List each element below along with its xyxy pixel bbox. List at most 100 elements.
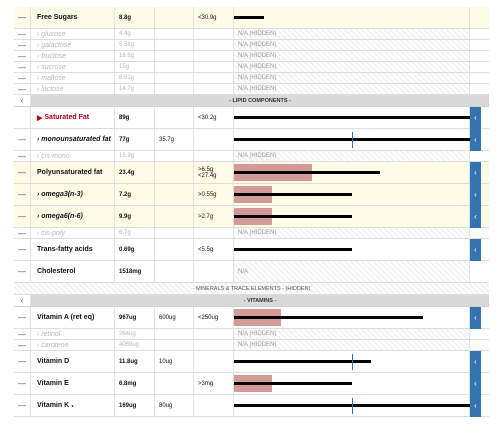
detail-button-cell bbox=[470, 340, 481, 350]
progress-cell: N/A (HIDDEN) bbox=[234, 228, 470, 238]
detail-button-cell: ‹ bbox=[470, 394, 481, 417]
detail-button[interactable]: ‹ bbox=[470, 350, 481, 373]
section-header: ‹ - LIPID COMPONENTS - bbox=[14, 95, 489, 107]
rda-value bbox=[155, 73, 194, 83]
progress-cell bbox=[234, 162, 470, 183]
nutrient-row: — Vitamin D 11.8ug 10ug ‹ bbox=[14, 350, 489, 373]
nutrient-row: — Vitamin A (ret eq) 967ug 600ug <250ug ‹ bbox=[14, 306, 489, 329]
detail-button[interactable]: ‹ bbox=[470, 394, 481, 417]
collapse-toggle-icon[interactable]: — bbox=[14, 329, 31, 339]
collapse-toggle-icon[interactable]: — bbox=[14, 129, 31, 150]
rda-value bbox=[155, 62, 194, 72]
limit-value: <30.9g bbox=[194, 7, 234, 28]
nutrient-name: › lactose bbox=[31, 84, 115, 94]
collapse-toggle-icon[interactable]: — bbox=[14, 62, 31, 72]
detail-button[interactable]: ‹ bbox=[470, 106, 481, 129]
amount-bar bbox=[234, 248, 352, 251]
collapse-toggle-icon[interactable]: — bbox=[14, 340, 31, 350]
amount-value: 23.4g bbox=[115, 162, 155, 183]
nutrient-table: — Free Sugars 8.8g <30.9g — › glucose 4.4g N/A … bbox=[14, 7, 489, 425]
limit-value bbox=[194, 228, 234, 238]
nutrient-name: Vitamin A (ret eq) bbox=[31, 307, 115, 328]
na-text: N/A (HIDDEN) bbox=[238, 75, 277, 81]
nutrient-name: Cholesterol bbox=[31, 261, 115, 282]
limit-value: >0.55g bbox=[194, 184, 234, 205]
nutrient-name-label: › lactose bbox=[37, 85, 64, 93]
detail-button-cell: ‹ bbox=[470, 306, 481, 329]
nutrient-name-label: › fructose bbox=[37, 52, 67, 60]
amount-bar bbox=[234, 215, 352, 218]
detail-button-cell bbox=[470, 40, 481, 50]
collapse-toggle-icon[interactable] bbox=[14, 107, 31, 128]
nutrient-name: ▶ Saturated Fat bbox=[31, 107, 115, 128]
nutrient-name: › sucrose bbox=[31, 62, 115, 72]
nutrient-name-label: › omega3(n-3) bbox=[37, 191, 83, 198]
amount-value: 6.7g bbox=[115, 228, 155, 238]
detail-button-cell: ‹ bbox=[470, 205, 481, 228]
rda-value bbox=[155, 206, 194, 227]
limit-value bbox=[194, 351, 234, 372]
nutrient-row: — › fructose 16.6g N/A (HIDDEN) bbox=[14, 51, 489, 62]
rda-value bbox=[155, 151, 194, 161]
collapse-toggle-icon[interactable]: — bbox=[14, 73, 31, 83]
detail-button[interactable]: ‹ bbox=[470, 238, 481, 261]
collapse-toggle-icon[interactable]: — bbox=[14, 7, 31, 28]
amount-value: 11.8ug bbox=[115, 351, 155, 372]
collapse-toggle-icon[interactable]: — bbox=[14, 29, 31, 39]
limit-value: >2.7g bbox=[194, 206, 234, 227]
nutrient-name-label: Trans-fatty acids bbox=[37, 246, 93, 253]
collapse-toggle-icon[interactable]: — bbox=[14, 40, 31, 50]
detail-button-cell bbox=[470, 228, 481, 238]
collapse-toggle-icon[interactable]: — bbox=[14, 239, 31, 260]
amount-value: 0.69g bbox=[115, 239, 155, 260]
collapse-toggle-icon[interactable]: — bbox=[14, 84, 31, 94]
detail-button-cell: ‹ bbox=[470, 238, 481, 261]
detail-button[interactable]: ‹ bbox=[470, 372, 481, 395]
collapse-toggle-icon[interactable]: — bbox=[14, 261, 31, 282]
detail-button[interactable]: ‹ bbox=[470, 205, 481, 228]
rda-value bbox=[155, 40, 194, 50]
nutrient-name: Polyunsaturated fat bbox=[31, 162, 115, 183]
detail-button[interactable]: ‹ bbox=[470, 161, 481, 184]
rda-value bbox=[155, 162, 194, 183]
nutrient-name-label: › cis-mono bbox=[37, 152, 70, 160]
nutrient-row: — › retinol 264ug N/A (HIDDEN) bbox=[14, 329, 489, 340]
detail-button[interactable]: ‹ bbox=[470, 128, 481, 151]
detail-button-cell: ‹ bbox=[470, 183, 481, 206]
rda-value bbox=[155, 84, 194, 94]
nutrient-row: — Free Sugars 8.8g <30.9g bbox=[14, 7, 489, 29]
rda-value bbox=[155, 228, 194, 238]
detail-button[interactable]: ‹ bbox=[470, 183, 481, 206]
rda-value bbox=[155, 329, 194, 339]
nutrient-name-label: Saturated Fat bbox=[44, 114, 90, 121]
collapse-toggle-icon[interactable]: — bbox=[14, 184, 31, 205]
na-text: N/A (HIDDEN) bbox=[238, 86, 277, 92]
detail-button[interactable]: ‹ bbox=[470, 306, 481, 329]
collapse-toggle-icon[interactable]: — bbox=[14, 206, 31, 227]
amount-value: 1518mg bbox=[115, 261, 155, 282]
collapse-toggle-icon[interactable]: ‹ bbox=[14, 95, 31, 106]
collapse-toggle-icon[interactable]: — bbox=[14, 307, 31, 328]
progress-cell bbox=[234, 373, 470, 394]
collapse-toggle-icon[interactable]: — bbox=[14, 373, 31, 394]
limit-value bbox=[194, 395, 234, 416]
collapse-toggle-icon[interactable]: — bbox=[14, 162, 31, 183]
collapse-toggle-icon[interactable]: — bbox=[14, 228, 31, 238]
na-text: N/A (HIDDEN) bbox=[238, 230, 277, 236]
rda-value: 10ug bbox=[155, 351, 194, 372]
hidden-section-header[interactable]: - MINERALS & TRACE ELEMENTS - (HIDDEN) bbox=[14, 283, 489, 295]
collapse-toggle-icon[interactable]: — bbox=[14, 51, 31, 61]
amount-bar bbox=[234, 360, 371, 363]
collapse-toggle-icon[interactable]: ‹ bbox=[14, 295, 31, 306]
detail-button-cell bbox=[470, 51, 481, 61]
expand-arrow-icon[interactable]: ▶ bbox=[37, 114, 43, 122]
nutrient-row: — › glucose 4.4g N/A (HIDDEN) bbox=[14, 29, 489, 40]
collapse-toggle-icon[interactable]: — bbox=[14, 351, 31, 372]
nutrient-row: — Vitamin K ₁ 169ug 80ug ‹ bbox=[14, 394, 489, 417]
rda-value bbox=[155, 340, 194, 350]
collapse-toggle-icon[interactable]: — bbox=[14, 395, 31, 416]
collapse-toggle-icon[interactable]: — bbox=[14, 151, 31, 161]
detail-button-cell: ‹ bbox=[470, 161, 481, 184]
nutrient-name: › monounsaturated fat bbox=[31, 129, 115, 150]
detail-button-cell: ‹ bbox=[470, 106, 481, 129]
